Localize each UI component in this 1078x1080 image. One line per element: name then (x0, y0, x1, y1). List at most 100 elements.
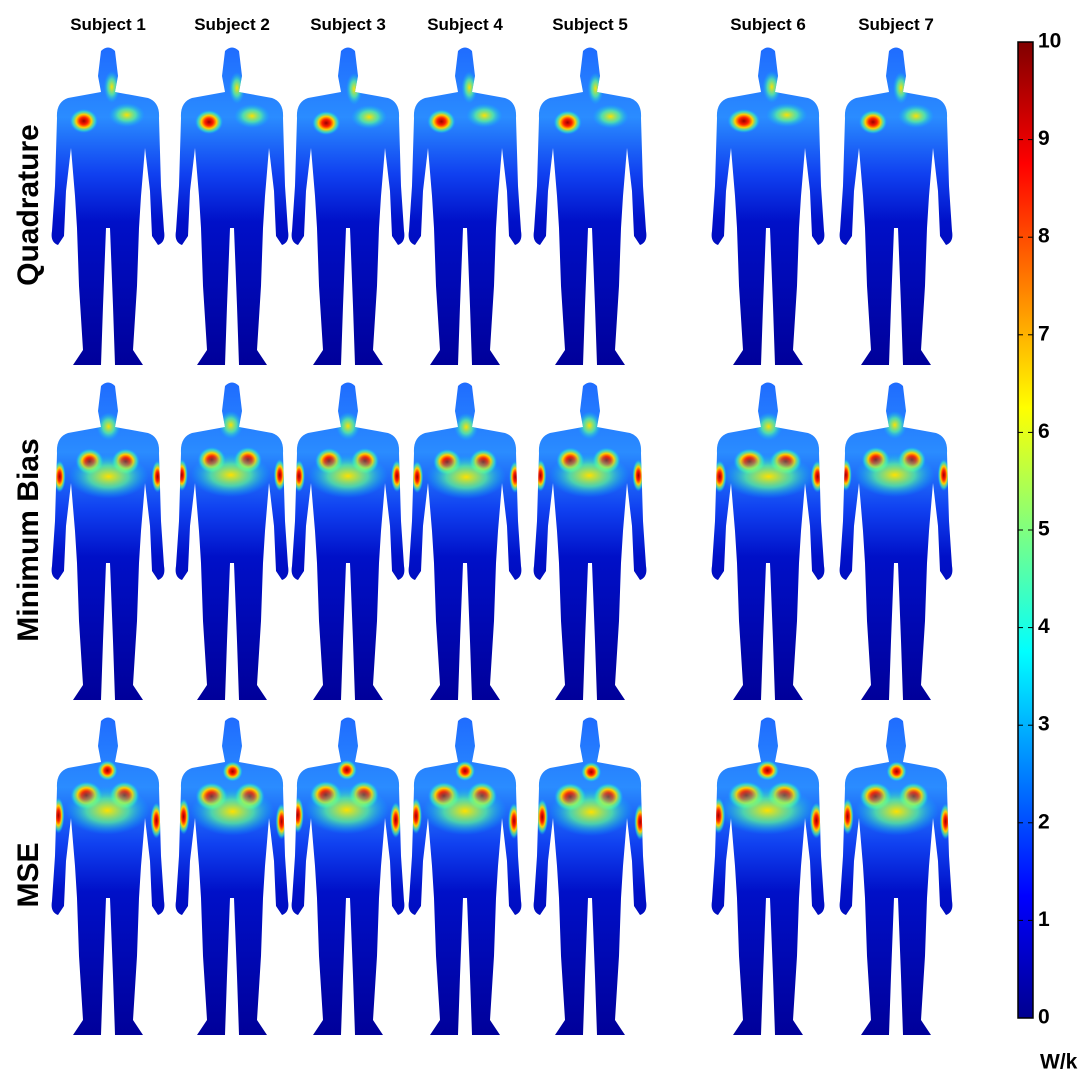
body-map (292, 383, 405, 701)
hotspot (70, 109, 98, 133)
hotspot (336, 412, 360, 440)
hotspot (588, 73, 604, 105)
hotspot (755, 413, 783, 441)
hotspot (219, 411, 243, 439)
body-map (176, 48, 289, 366)
colorbar-tick-label: 7 (1038, 322, 1050, 345)
body-map (52, 383, 165, 701)
body-map (409, 48, 522, 366)
hotspot (554, 111, 582, 135)
column-label: Subject 7 (858, 15, 934, 34)
body-map (176, 383, 289, 701)
hotspot (390, 802, 402, 838)
hotspot (728, 109, 760, 133)
hotspot (150, 803, 162, 839)
hotspot (593, 105, 629, 129)
hotspot (763, 71, 781, 103)
hotspot (423, 787, 507, 835)
colorbar-tick-label: 6 (1038, 420, 1050, 443)
hotspot (883, 411, 907, 439)
body-map (176, 718, 289, 1036)
body-map (712, 48, 825, 366)
body-map (712, 718, 825, 1036)
body-map (292, 718, 405, 1036)
column-label: Subject 5 (552, 15, 628, 34)
hotspot (104, 71, 120, 103)
body-map (52, 718, 165, 1036)
hotspot (65, 787, 149, 835)
column-label: Subject 1 (70, 15, 146, 34)
body-map (840, 383, 953, 701)
hotspot (766, 103, 807, 127)
hotspot (534, 460, 546, 492)
body-map (52, 48, 165, 366)
row-label: Quadrature (12, 124, 45, 286)
hotspot (634, 804, 646, 840)
hotspot (191, 453, 271, 497)
hotspot (351, 105, 387, 129)
body-map (534, 48, 647, 366)
hotspot (898, 104, 934, 128)
body-map (409, 383, 522, 701)
row-label: MSE (12, 842, 45, 907)
hotspot (69, 455, 149, 499)
hotspot (719, 787, 816, 835)
hotspot (337, 760, 357, 780)
column-label: Subject 6 (730, 15, 806, 34)
hotspot (466, 104, 502, 128)
hotspot (859, 110, 887, 134)
colorbar-tick-label: 8 (1038, 225, 1050, 248)
hotspot (549, 454, 629, 498)
colorbar-tick-label: 5 (1038, 518, 1050, 541)
hotspot (940, 804, 952, 840)
hotspot (426, 455, 506, 499)
hotspot (97, 761, 117, 781)
hotspot (391, 460, 403, 492)
hotspot (887, 762, 907, 782)
body-map (292, 48, 405, 366)
column-label: Subject 2 (194, 15, 270, 34)
hotspot (577, 412, 601, 440)
colorbar-tick-label: 9 (1038, 127, 1050, 150)
hotspot (410, 798, 422, 834)
hotspot (276, 804, 288, 840)
hotspot (54, 461, 66, 493)
hotspot (292, 797, 304, 833)
body-maps (52, 48, 953, 1036)
hotspot (455, 761, 475, 781)
body-map (534, 718, 647, 1036)
body-map (712, 383, 825, 701)
hotspot (178, 799, 190, 835)
hotspot (176, 459, 188, 491)
row-label: Minimum Bias (12, 438, 45, 641)
hotspot (191, 788, 275, 836)
hotspot (461, 72, 477, 104)
colorbar-tick-label: 3 (1038, 713, 1050, 736)
hotspot (454, 413, 478, 441)
hotspot (840, 459, 852, 491)
hotspot (893, 72, 909, 104)
colorbar-unit: W/kg (1040, 1051, 1078, 1074)
hotspot (346, 73, 362, 105)
hotspot (536, 799, 548, 835)
hotspot (195, 110, 223, 134)
hotspot (756, 761, 779, 781)
body-map (840, 718, 953, 1036)
hotspot (508, 803, 520, 839)
hotspot (305, 786, 389, 834)
colorbar-tick-label: 1 (1038, 908, 1050, 931)
hotspot (509, 461, 521, 493)
hotspot (549, 788, 633, 836)
hotspot (308, 454, 388, 498)
colorbar-tick-label: 4 (1038, 615, 1050, 638)
column-label: Subject 3 (310, 15, 386, 34)
hotspot (293, 460, 305, 492)
hotspot (312, 111, 340, 135)
figure: W/kg Subject 1 Subject 2 Subject 3 Subject … (0, 0, 1078, 1080)
hotspot (229, 72, 245, 104)
body-map (840, 48, 953, 366)
hotspot (723, 455, 815, 499)
hotspot (411, 461, 423, 493)
hotspot (223, 762, 243, 782)
body-map (534, 383, 647, 701)
